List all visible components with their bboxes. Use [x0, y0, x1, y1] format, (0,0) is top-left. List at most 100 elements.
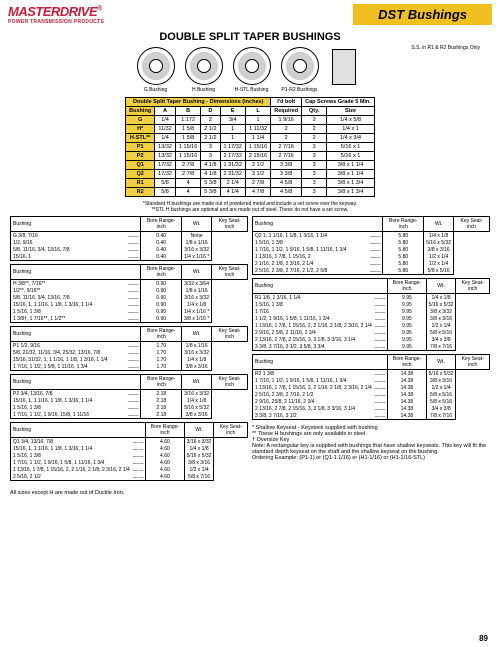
dim-cell: 3/8 x 1 1/4	[327, 161, 375, 170]
dim-cell: 1	[220, 134, 245, 143]
dim-cell: 1 15/16	[245, 143, 270, 152]
bore-wt: 9.95	[388, 308, 426, 315]
bore-range: 3 3/8, 3 7/16, 3 1/2	[253, 412, 373, 420]
page-number: 89	[479, 634, 488, 643]
bore-range: 5/8, 11/16, 3/4, 13/16, 7/8	[11, 294, 121, 301]
bore-header: Bushing	[11, 375, 141, 390]
bore-keyseat: 3/4 x 3/8	[426, 405, 456, 412]
dim-cell: 3	[302, 170, 327, 179]
bore-wt: 14.38	[388, 391, 426, 398]
bore-wt: 2.18	[141, 397, 182, 404]
bore-table-R2: BushingBore Range-inchWt.Key Seat- inchR…	[252, 354, 490, 420]
dim-cell: P1	[126, 143, 155, 152]
dim-footnotes: *Standard H bushings are made out of pow…	[0, 201, 500, 213]
bore-dots: ............	[121, 404, 141, 411]
dim-cell: 1	[245, 116, 270, 125]
bore-wt: 9.95	[388, 301, 426, 308]
dim-cell: 2 1/2	[201, 125, 220, 134]
diagram-g: G Bushing	[137, 47, 175, 93]
bore-range: 1 5/16, 1 3/8	[253, 239, 366, 246]
bore-keyseat: 3/8 x 3/16	[182, 363, 212, 371]
dim-cell: 2 7/16	[271, 152, 302, 161]
bore-dots: ............	[131, 452, 146, 459]
bore-range: 1/2, 9/16	[11, 239, 115, 246]
bore-keyseat: 3/8 x 3/16	[184, 459, 214, 466]
page-header: MASTERDRIVE® POWER TRANSMISSION PRODUCTS…	[0, 0, 500, 25]
bore-keyseat: 1/2 x 1/4	[426, 322, 456, 329]
bore-header: Bore Range-inch	[141, 217, 182, 232]
dim-col-6: Required	[271, 107, 302, 116]
bore-dots: ............	[121, 294, 141, 301]
bore-wt: 5.80	[383, 267, 424, 275]
dim-cell: Q1	[126, 161, 155, 170]
bore-wt: 4.60	[146, 452, 184, 459]
dim-cell: 3	[302, 143, 327, 152]
bore-wt: 14.38	[388, 398, 426, 405]
bore-keyseat: 3/16 x 3/32	[182, 349, 212, 356]
bore-table-P2: BushingBore Range-inchWt.Key Seat- inchP…	[10, 374, 248, 419]
bore-table-G: BushingBore Range-inchWt.Key Seat- inchG…	[10, 216, 248, 261]
bore-keyseat: 1/2 x 1/4	[424, 253, 454, 260]
bore-dots: ............	[373, 308, 388, 315]
bore-header: Key Seat- inch	[212, 217, 248, 232]
bore-keyseat: 5/8 x 5/16	[426, 329, 456, 336]
bore-dots: ............	[373, 315, 388, 322]
bore-dots: ............	[373, 336, 388, 343]
bore-keyseat: 3/8 x 3/16	[426, 377, 456, 384]
dim-cell: 1/4 x 3/4	[327, 134, 375, 143]
dim-cell: 1 31/32	[220, 161, 245, 170]
bore-header: Bore Range-inch	[141, 375, 182, 390]
bore-header: Wt.	[181, 217, 211, 232]
bore-table-P1: BushingBore Range-inchWt.Key Seat- inchP…	[10, 326, 248, 371]
bore-range: 2 13/16, 2 7/8, 2 15/16, 3, 3 1/8, 3 3/1…	[253, 336, 373, 343]
dim-cell: 4 5/8	[271, 188, 302, 197]
bore-dots: ............	[121, 390, 141, 398]
dim-header-group2: I'd bolt	[271, 98, 302, 107]
bore-range: 1 13/16, 1 7/8, 1 15/16, 2, 2 1/16, 2 1/…	[11, 466, 131, 473]
bore-wt: 9.95	[388, 315, 426, 322]
bore-wt: 4.60	[146, 445, 184, 452]
bore-dots: ............	[373, 391, 388, 398]
dim-col-7: Qty.	[302, 107, 327, 116]
bore-range: 15/16, 1, 1 1/16, 1 1/8, 1 3/16, 1 1/4	[11, 397, 121, 404]
dim-col-2: B	[175, 107, 200, 116]
bore-range: 1 7/16	[253, 308, 373, 315]
bore-wt: 5.80	[383, 232, 424, 240]
bore-keyseat: 1/2 x 1/4	[424, 260, 454, 267]
dim-cell: 1/4 x 5/8	[327, 116, 375, 125]
dim-cell: 1	[220, 125, 245, 134]
bore-wt: 9.95	[388, 343, 426, 351]
bore-range: 2 9/16, 25/8, 2 11/16, 2 3/4	[253, 398, 373, 405]
bore-dots: ............	[121, 280, 141, 288]
bore-wt: 0.90	[141, 294, 182, 301]
bore-range: 2 9/16, 2 5/8, 2 11/16, 2 3/4	[253, 329, 373, 336]
ductile-note: All sizes except H are made out of Ducti…	[0, 488, 500, 498]
dim-cell: 3	[201, 152, 220, 161]
dim-cell: 1 5/8	[175, 125, 200, 134]
category-banner: DST Bushings	[353, 4, 492, 25]
dim-cell: 2	[302, 134, 327, 143]
diagram-hstl: H-STL Bushing	[233, 47, 271, 93]
dim-cell: 1.172	[175, 116, 200, 125]
bore-wt: 0.40	[141, 253, 182, 261]
dim-cell: 2 15/16	[245, 152, 270, 161]
bore-wt: 9.95	[388, 329, 426, 336]
bore-wt: 4.60	[146, 473, 184, 481]
bore-wt: 0.40	[141, 239, 182, 246]
dim-cell: 17/32	[155, 161, 176, 170]
bore-left-column: BushingBore Range-inchWt.Key Seat- inchG…	[10, 216, 248, 484]
bore-range: 15/16, 1, 1 1/16, 1 1/8, 1 3/16, 1 1/4	[11, 301, 121, 308]
bore-wt: 2.18	[141, 404, 182, 411]
bore-keyseat: 3/16 x 3/32	[184, 438, 214, 446]
bore-header: Bore Range-inch	[388, 355, 426, 370]
dim-cell: 4	[175, 179, 200, 188]
page-title: DOUBLE SPLIT TAPER BUSHINGS	[0, 31, 500, 43]
bore-keyseat: 1/4 x 1/8	[426, 294, 456, 302]
dim-cell: R1	[126, 179, 155, 188]
bore-dots: ............	[365, 260, 383, 267]
bore-dots: ............	[373, 329, 388, 336]
bore-header: Bushing	[11, 265, 141, 280]
bore-wt: 0.90	[141, 280, 182, 288]
bore-range: 1 7/16, 1 1/2, 1 9/16, 1 5/8, 1 11/16, 1…	[11, 459, 131, 466]
bore-keyseat: 3/8 x 1/16 *	[181, 315, 211, 323]
